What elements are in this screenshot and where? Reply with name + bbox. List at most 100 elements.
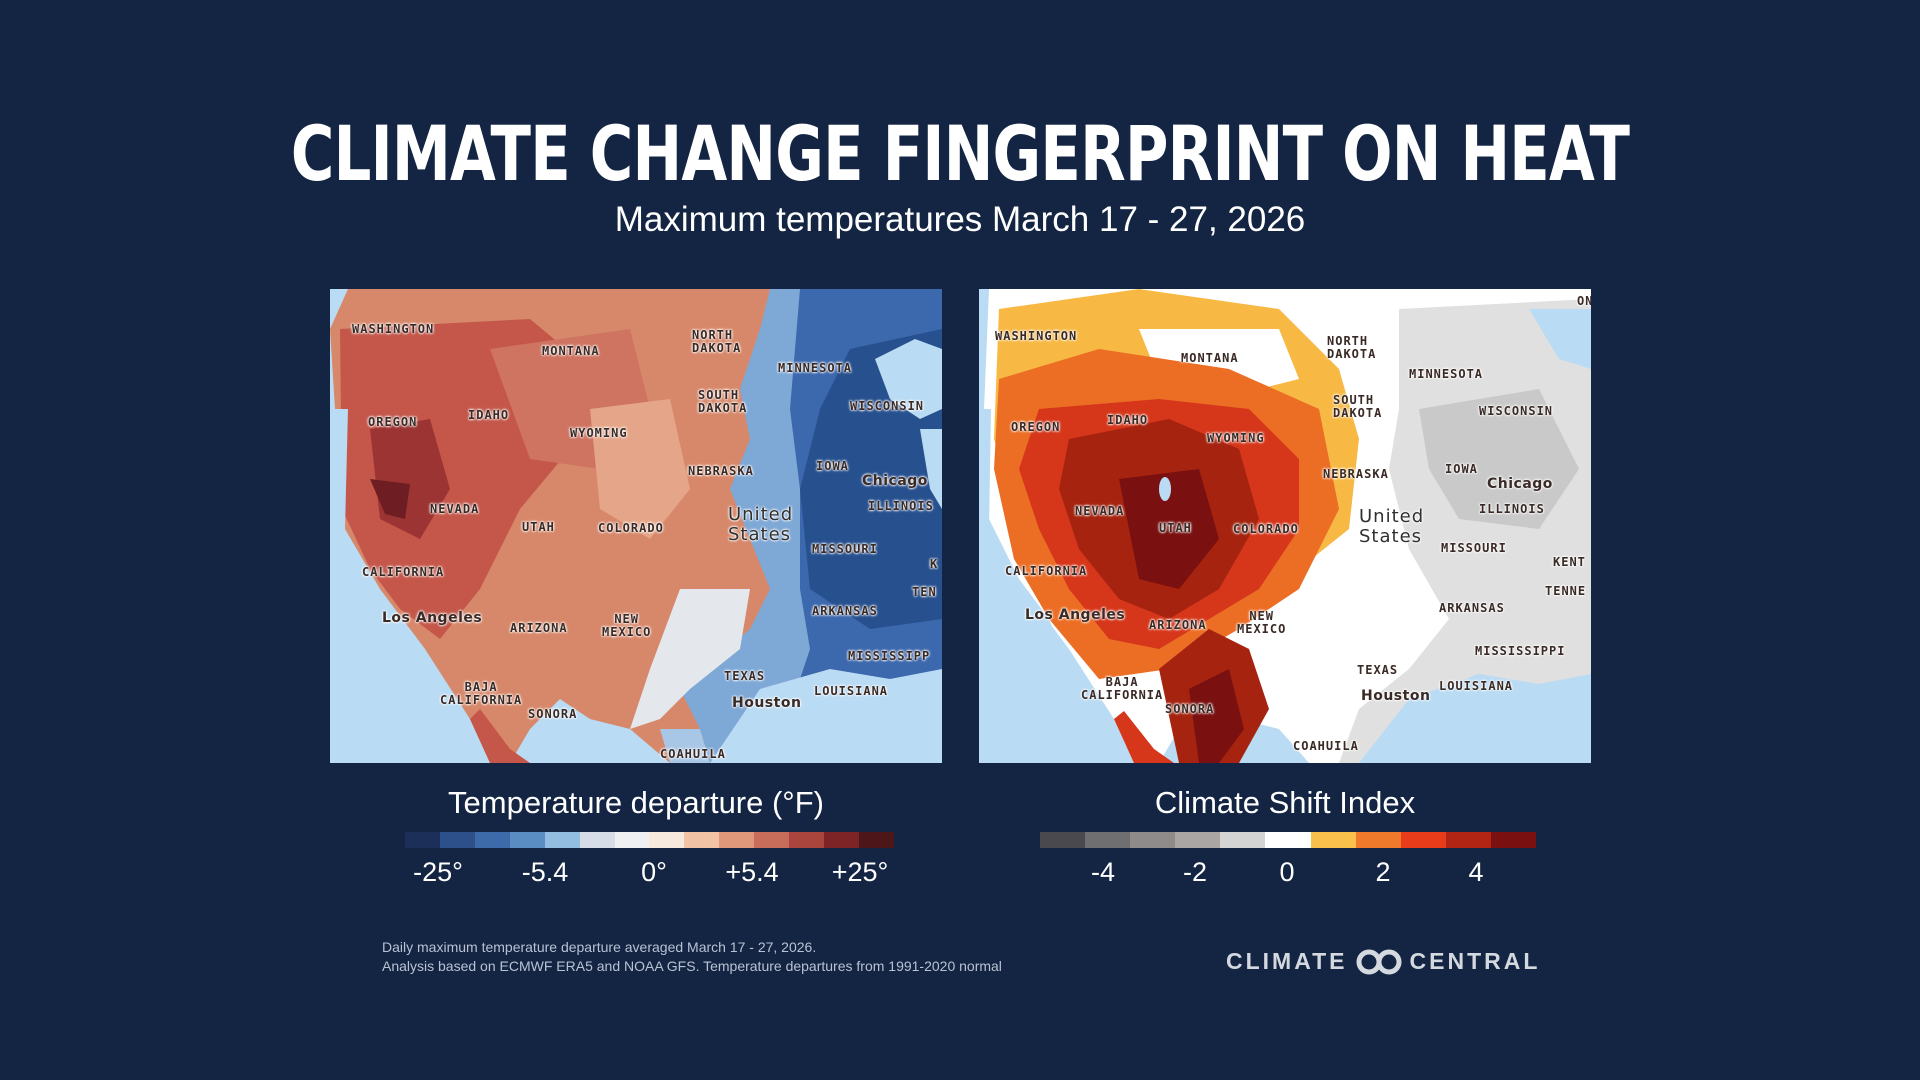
page-title: Climate Change Fingerprint on Heat — [290, 109, 1630, 198]
brand-word-left: CLIMATE — [1226, 948, 1348, 974]
climate-shift-index-map: ON WASHINGTON NORTH DAKOTA MONTANA MINNE… — [979, 289, 1591, 763]
map-label-california: CALIFORNIA — [1005, 564, 1088, 578]
temperature-tick: -25° — [413, 857, 463, 887]
map-label-mississippi: MISSISSIPP — [848, 649, 931, 663]
temperature-legend-swatch — [509, 832, 545, 848]
map-label-iowa: IOWA — [816, 459, 849, 473]
climate-shift-index-map-graphic — [979, 289, 1591, 763]
map-label-minnesota: MINNESOTA — [778, 361, 853, 375]
temperature-legend-title: Temperature departure (°F) — [448, 785, 824, 820]
temperature-legend-swatch — [579, 832, 615, 848]
csi-legend-swatch — [1355, 832, 1401, 848]
temperature-legend-swatch — [754, 832, 790, 848]
map-label-colorado: COLORADO — [598, 521, 664, 535]
map-label-mississippi: MISSISSIPPI — [1475, 644, 1566, 658]
map-label-oregon: OREGON — [368, 415, 418, 429]
temperature-legend-bar — [405, 832, 894, 848]
map-label-idaho: IDAHO — [1107, 413, 1149, 427]
map-label-wyoming: WYOMING — [1207, 431, 1265, 445]
csi-tick: 2 — [1375, 857, 1391, 887]
csi-tick: 0 — [1279, 857, 1295, 887]
csi-legend-swatch — [1085, 832, 1131, 848]
map-label-illinois: ILLINOIS — [1479, 502, 1545, 516]
map-label-wyoming: WYOMING — [570, 426, 628, 440]
map-label-washington: WASHINGTON — [995, 329, 1078, 343]
csi-legend-swatch — [1130, 832, 1176, 848]
footnote: Daily maximum temperature departure aver… — [382, 938, 1002, 976]
temperature-legend-swatch — [544, 832, 580, 848]
map-label-tennessee: TEN — [912, 585, 937, 599]
map-label-arkansas: ARKANSAS — [812, 604, 878, 618]
map-label-chicago: Chicago — [862, 473, 928, 489]
map-label-south-dakota: SOUTH DAKOTA — [698, 388, 748, 415]
map-label-montana: MONTANA — [1181, 351, 1239, 365]
temperature-tick: +25° — [831, 857, 889, 887]
temperature-legend-swatch — [824, 832, 859, 848]
map-label-kentucky: K — [930, 557, 939, 571]
map-label-united-states: United States — [1359, 506, 1425, 547]
csi-legend-swatch — [1310, 832, 1356, 848]
map-label-nevada: NEVADA — [1075, 504, 1125, 518]
csi-legend-swatch — [1490, 832, 1537, 848]
map-label-sonora: SONORA — [528, 707, 578, 721]
map-label-california: CALIFORNIA — [362, 565, 445, 579]
csi-legend-swatch — [1220, 832, 1266, 848]
map-label-louisiana: LOUISIANA — [1439, 679, 1514, 693]
temperature-legend-swatch — [684, 832, 720, 848]
map-label-houston: Houston — [1361, 688, 1431, 704]
map-label-utah: UTAH — [522, 520, 555, 534]
map-label-arkansas: ARKANSAS — [1439, 601, 1505, 615]
csi-legend-swatch — [1445, 832, 1491, 848]
csi-legend-swatch — [1175, 832, 1221, 848]
temperature-departure-map-graphic — [330, 289, 942, 763]
map-label-missouri: MISSOURI — [812, 542, 878, 556]
map-label-arizona: ARIZONA — [1149, 618, 1207, 632]
map-label-baja-california: BAJA CALIFORNIA — [440, 680, 523, 707]
csi-legend-swatch — [1265, 832, 1311, 848]
footnote-line: Daily maximum temperature departure aver… — [382, 939, 817, 955]
map-label-colorado: COLORADO — [1233, 522, 1299, 536]
temperature-legend-swatch — [474, 832, 510, 848]
map-label-montana: MONTANA — [542, 344, 600, 358]
map-label-washington: WASHINGTON — [352, 322, 435, 336]
csi-legend-bar — [1040, 832, 1537, 848]
map-label-baja-california: BAJA CALIFORNIA — [1081, 675, 1164, 702]
temperature-legend-swatch — [439, 832, 475, 848]
map-label-los-angeles: Los Angeles — [382, 610, 483, 626]
map-label-tennessee: TENNE — [1545, 584, 1587, 598]
map-label-coahuila: COAHUILA — [660, 747, 726, 761]
map-label-coahuila: COAHUILA — [1293, 739, 1359, 753]
temperature-departure-map: WASHINGTON MONTANA NORTH DAKOTA MINNESOT… — [330, 289, 942, 763]
map-label-iowa: IOWA — [1445, 462, 1478, 476]
footnote-line: Analysis based on ECMWF ERA5 and NOAA GF… — [382, 958, 1002, 974]
map-label-arizona: ARIZONA — [510, 621, 568, 635]
map-label-new-mexico: NEW MEXICO — [602, 612, 652, 639]
map-label-utah: UTAH — [1159, 521, 1192, 535]
map-label-sonora: SONORA — [1165, 702, 1215, 716]
map-label-north-dakota: NORTH DAKOTA — [1327, 334, 1377, 361]
map-label-illinois: ILLINOIS — [868, 499, 934, 513]
csi-tick: -2 — [1182, 857, 1208, 887]
climate-central-logo: CLIMATE CENTRAL — [1226, 948, 1540, 975]
map-label-nebraska: NEBRASKA — [1323, 467, 1389, 481]
map-label-united-states: United States — [728, 504, 794, 545]
page-subtitle: Maximum temperatures March 17 - 27, 2026 — [614, 200, 1306, 239]
map-label-north-dakota: NORTH DAKOTA — [692, 328, 742, 355]
map-label-minnesota: MINNESOTA — [1409, 367, 1484, 381]
map-label-ontario: ON — [1577, 294, 1591, 308]
temperature-legend-swatch — [405, 832, 440, 848]
temperature-legend-swatch — [789, 832, 825, 848]
csi-tick: 4 — [1468, 857, 1484, 887]
csi-legend-swatch — [1040, 832, 1086, 848]
map-label-texas: TEXAS — [1357, 663, 1399, 677]
infinity-icon — [1356, 949, 1402, 974]
csi-legend-title: Climate Shift Index — [1154, 785, 1416, 820]
temperature-legend-swatch — [649, 832, 685, 848]
brand-word-right: CENTRAL — [1409, 948, 1541, 974]
map-label-louisiana: LOUISIANA — [814, 684, 889, 698]
temperature-legend-swatch — [614, 832, 650, 848]
map-label-idaho: IDAHO — [468, 408, 510, 422]
map-label-oregon: OREGON — [1011, 420, 1061, 434]
map-label-los-angeles: Los Angeles — [1025, 607, 1126, 623]
map-label-kentucky: KENT — [1553, 555, 1586, 569]
